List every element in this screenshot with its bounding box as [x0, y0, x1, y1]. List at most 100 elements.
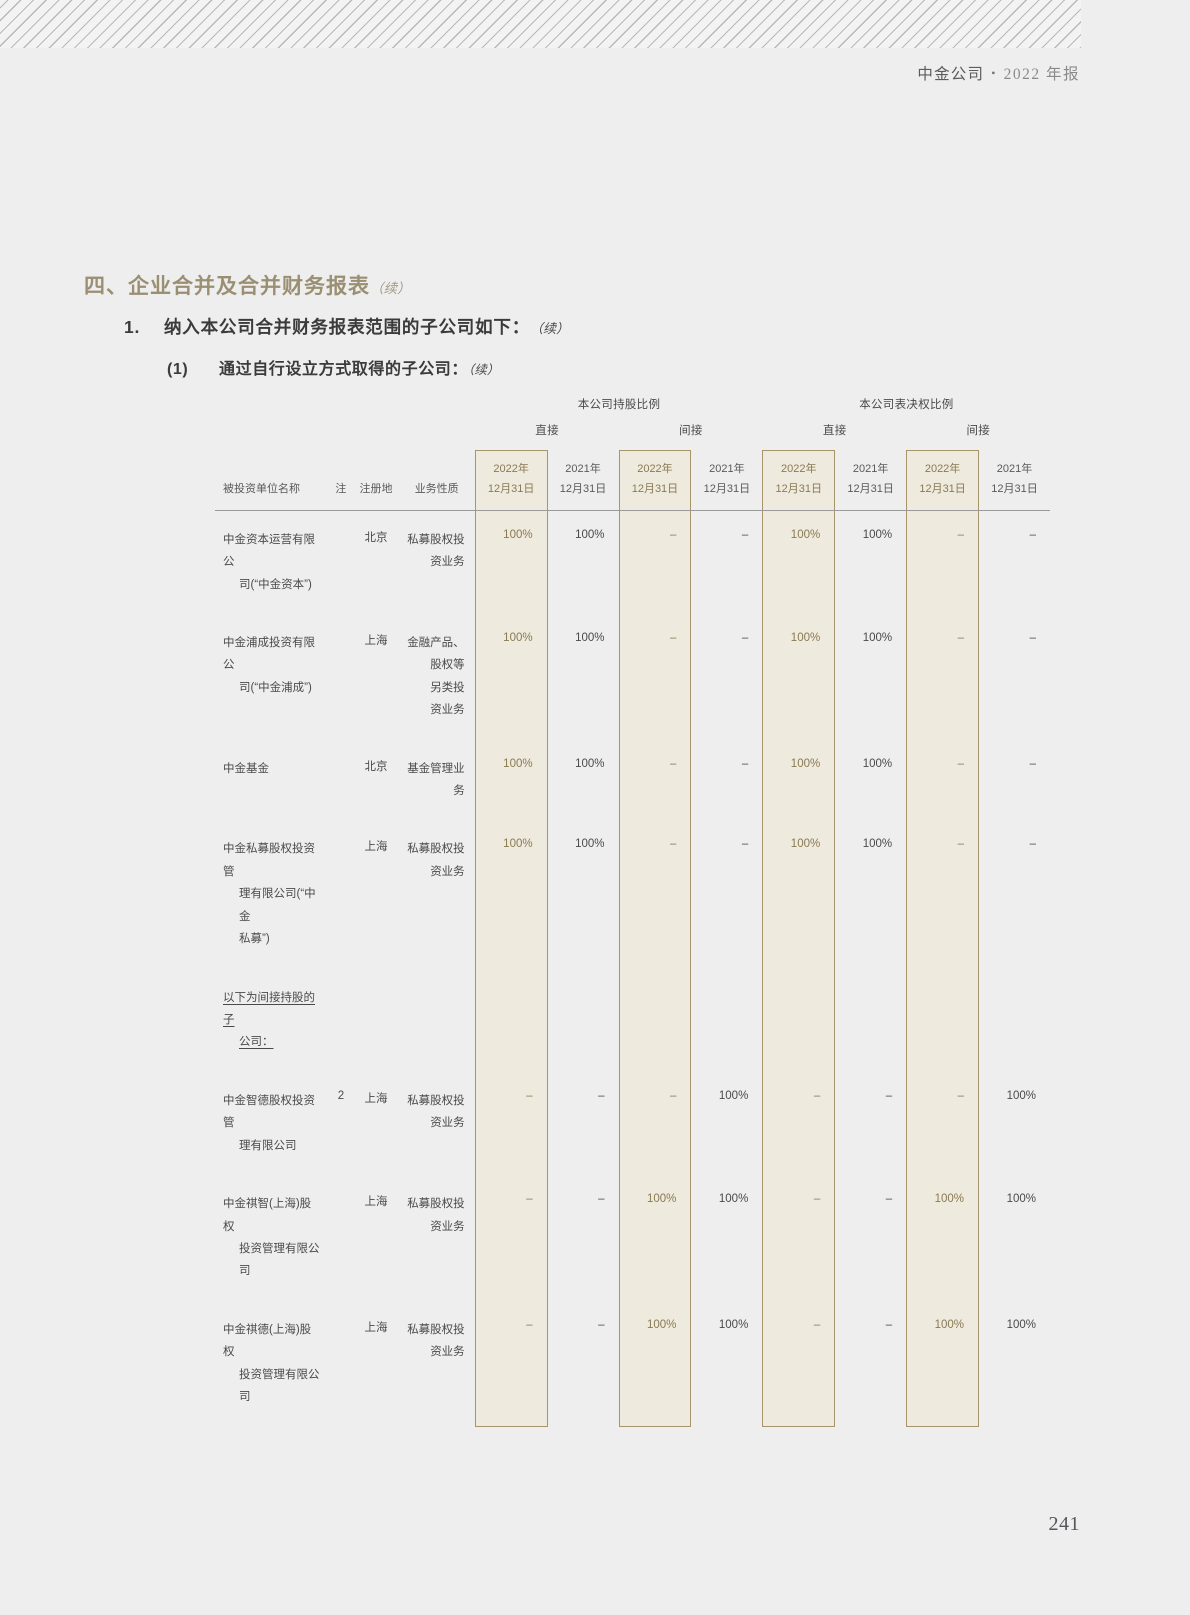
cell-ratio-value: 100%: [575, 631, 605, 644]
section-heading-text: 四、企业合并及合并财务报表: [84, 275, 370, 298]
decorative-stripe-band: [0, 0, 1081, 48]
cell-ratio-value: –: [618, 820, 692, 969]
cell-business-nature: 基金管理业务: [399, 740, 475, 821]
cell-registration-place: 北京: [364, 531, 388, 544]
cell-ratio-value: –: [1029, 528, 1036, 541]
business-nature-line: 私募股权投: [407, 533, 465, 546]
table-row: 以下为间接持股的子 公司：: [215, 968, 1050, 1072]
table-row: 中金祺智(上海)股权 投资管理有限公司 上海 私募股权投 资业务 – –100% 100% – –…: [215, 1175, 1050, 1301]
entity-name-line: 中金基金: [223, 762, 269, 775]
cell-ratio-value: 100%: [718, 1193, 749, 1206]
table-row: 中金浦成投资有限公 司(“中金浦成”) 上海 金融产品、 股权等 另类投 资业务 100% 10…: [215, 613, 1050, 740]
cell-ratio-value: [618, 968, 692, 1072]
year-header-line1: 2021年: [709, 462, 745, 475]
cell-registration-place: 上海: [364, 634, 388, 647]
cell-ratio-value: 100%: [762, 510, 836, 614]
group-header-shareholding: 本公司持股比例: [577, 399, 661, 411]
cell-registration-place: [353, 969, 398, 1072]
business-nature-line: 私募股权投: [407, 843, 465, 856]
table-subgroup-header-row: 直接 间接 直接 间接: [215, 422, 1050, 451]
cell-ratio-value: –: [762, 1300, 836, 1427]
entity-name-line: 中金资本运营有限公: [223, 533, 315, 569]
cell-ratio-value: –: [906, 510, 980, 614]
cell-registration-place: 上海: [364, 1321, 388, 1334]
year-header-line2: 12月31日: [919, 483, 966, 496]
cell-ratio-value: –: [618, 739, 692, 821]
table-row: 中金智德股权投资管 理有限公司 2 上海 私募股权投 资业务 – – –100% – – –100%: [215, 1071, 1050, 1176]
cell-ratio-value: –: [885, 1193, 893, 1206]
year-header-line1: 2021年: [852, 462, 889, 475]
year-header-line1: 2022年: [924, 463, 961, 475]
cell-ratio-value: [979, 969, 1050, 1072]
business-nature-line: 资业务: [430, 556, 465, 569]
header-year-label: 2022 年报: [1003, 66, 1080, 83]
cell-ratio-value: –: [1029, 631, 1036, 644]
header-company-name: 中金公司: [917, 66, 985, 83]
subsidiary-table: 本公司持股比例 本公司表决权比例 直接 间接 直接 间接 被投资单位名称 注 注…: [215, 396, 1050, 1427]
entity-name-line: 中金浦成投资有限公: [223, 636, 315, 672]
cell-entity-name: 中金祺智(上海)股权 投资管理有限公司: [215, 1175, 328, 1301]
cell-business-nature: 私募股权投 资业务: [399, 1301, 475, 1427]
table-group-header-row: 本公司持股比例 本公司表决权比例: [215, 396, 1050, 422]
cell-ratio-value: –: [885, 1089, 893, 1102]
column-header-year-7: 2021年 12月31日: [978, 450, 1050, 511]
cell-ratio-value: 100%: [862, 838, 893, 851]
table-row: 中金祺德(上海)股权 投资管理有限公司 上海 私募股权投 资业务 – –100% 100% – –…: [215, 1300, 1050, 1427]
column-header-year-2: 2022年 12月31日: [618, 450, 692, 511]
numbered-item-1-1: (1) 通过自行设立方式取得的子公司：（续）: [167, 355, 499, 379]
item-1-text: 纳入本公司合并财务报表范围的子公司如下：: [164, 317, 530, 337]
cell-ratio-value: 100%: [474, 613, 548, 740]
cell-registration-place: 上海: [364, 1092, 388, 1105]
business-nature-line: 私募股权投: [407, 1198, 465, 1211]
cell-ratio-value: 100%: [718, 1089, 749, 1102]
cell-note-ref: 2: [337, 1089, 345, 1102]
cell-entity-name: 中金浦成投资有限公 司(“中金浦成”): [215, 614, 328, 740]
cell-ratio-value: –: [598, 1193, 605, 1206]
cell-ratio-value: 100%: [762, 739, 836, 821]
business-nature-line: 资业务: [430, 1220, 465, 1233]
cell-ratio-value: 100%: [762, 820, 836, 969]
entity-name-line: 司(“中金资本”): [239, 578, 312, 591]
cell-ratio-value: 100%: [474, 820, 548, 969]
cell-ratio-value: –: [1029, 838, 1036, 851]
cell-ratio-value: 100%: [474, 510, 548, 614]
cell-ratio-value: 100%: [906, 1300, 980, 1427]
cell-ratio-value: [835, 969, 907, 1072]
business-nature-line: 资业务: [430, 704, 465, 717]
cell-ratio-value: –: [598, 1318, 605, 1331]
column-header-note: 注: [328, 450, 354, 511]
year-header-line2: 12月31日: [559, 482, 607, 495]
cell-ratio-value: –: [618, 613, 692, 740]
business-nature-line: 务: [453, 785, 465, 798]
cell-ratio-value: –: [885, 1318, 893, 1331]
subgroup-header-indirect-shareholding: 间接: [679, 425, 703, 437]
item-1-1-text: 通过自行设立方式取得的子公司：: [219, 361, 469, 378]
table-row: 中金基金 北京 基金管理业务 100% 100% – –100% 100% – –: [215, 739, 1050, 821]
business-nature-line: 基金管理业: [407, 762, 465, 775]
cell-ratio-value: –: [906, 820, 980, 969]
cell-ratio-value: –: [906, 1071, 980, 1176]
group-header-voting: 本公司表决权比例: [859, 399, 954, 411]
cell-ratio-value: 100%: [862, 528, 893, 541]
cell-note-ref: [328, 740, 353, 821]
cell-entity-name: 中金私募股权投资管 理有限公司(“中金 私募”): [215, 820, 328, 968]
cell-ratio-value: [762, 968, 836, 1072]
year-header-line1: 2022年: [493, 463, 529, 475]
cell-note-ref: [328, 510, 353, 614]
cell-entity-name: 以下为间接持股的子 公司：: [215, 969, 328, 1072]
cell-ratio-value: 100%: [474, 739, 548, 821]
cell-entity-name: 中金资本运营有限公司(“中金资本”): [215, 510, 328, 614]
cell-ratio-value: [474, 968, 548, 1072]
business-nature-line: 股权等: [430, 659, 465, 672]
subgroup-header-direct-voting: 直接: [822, 425, 847, 437]
page-number: 241: [1048, 1513, 1080, 1535]
section-heading-continued: （续）: [370, 281, 411, 296]
entity-name-line: 中金智德股权投资管: [223, 1094, 315, 1130]
entity-name-line: 理有限公司(“中金: [239, 888, 316, 923]
entity-name-line: 中金祺智(上海)股权: [223, 1198, 312, 1233]
cell-ratio-value: –: [906, 739, 980, 821]
cell-ratio-value: 100%: [575, 528, 605, 541]
cell-ratio-value: –: [741, 838, 749, 851]
cell-ratio-value: –: [474, 1175, 548, 1301]
business-nature-line: 私募股权投: [407, 1094, 465, 1107]
